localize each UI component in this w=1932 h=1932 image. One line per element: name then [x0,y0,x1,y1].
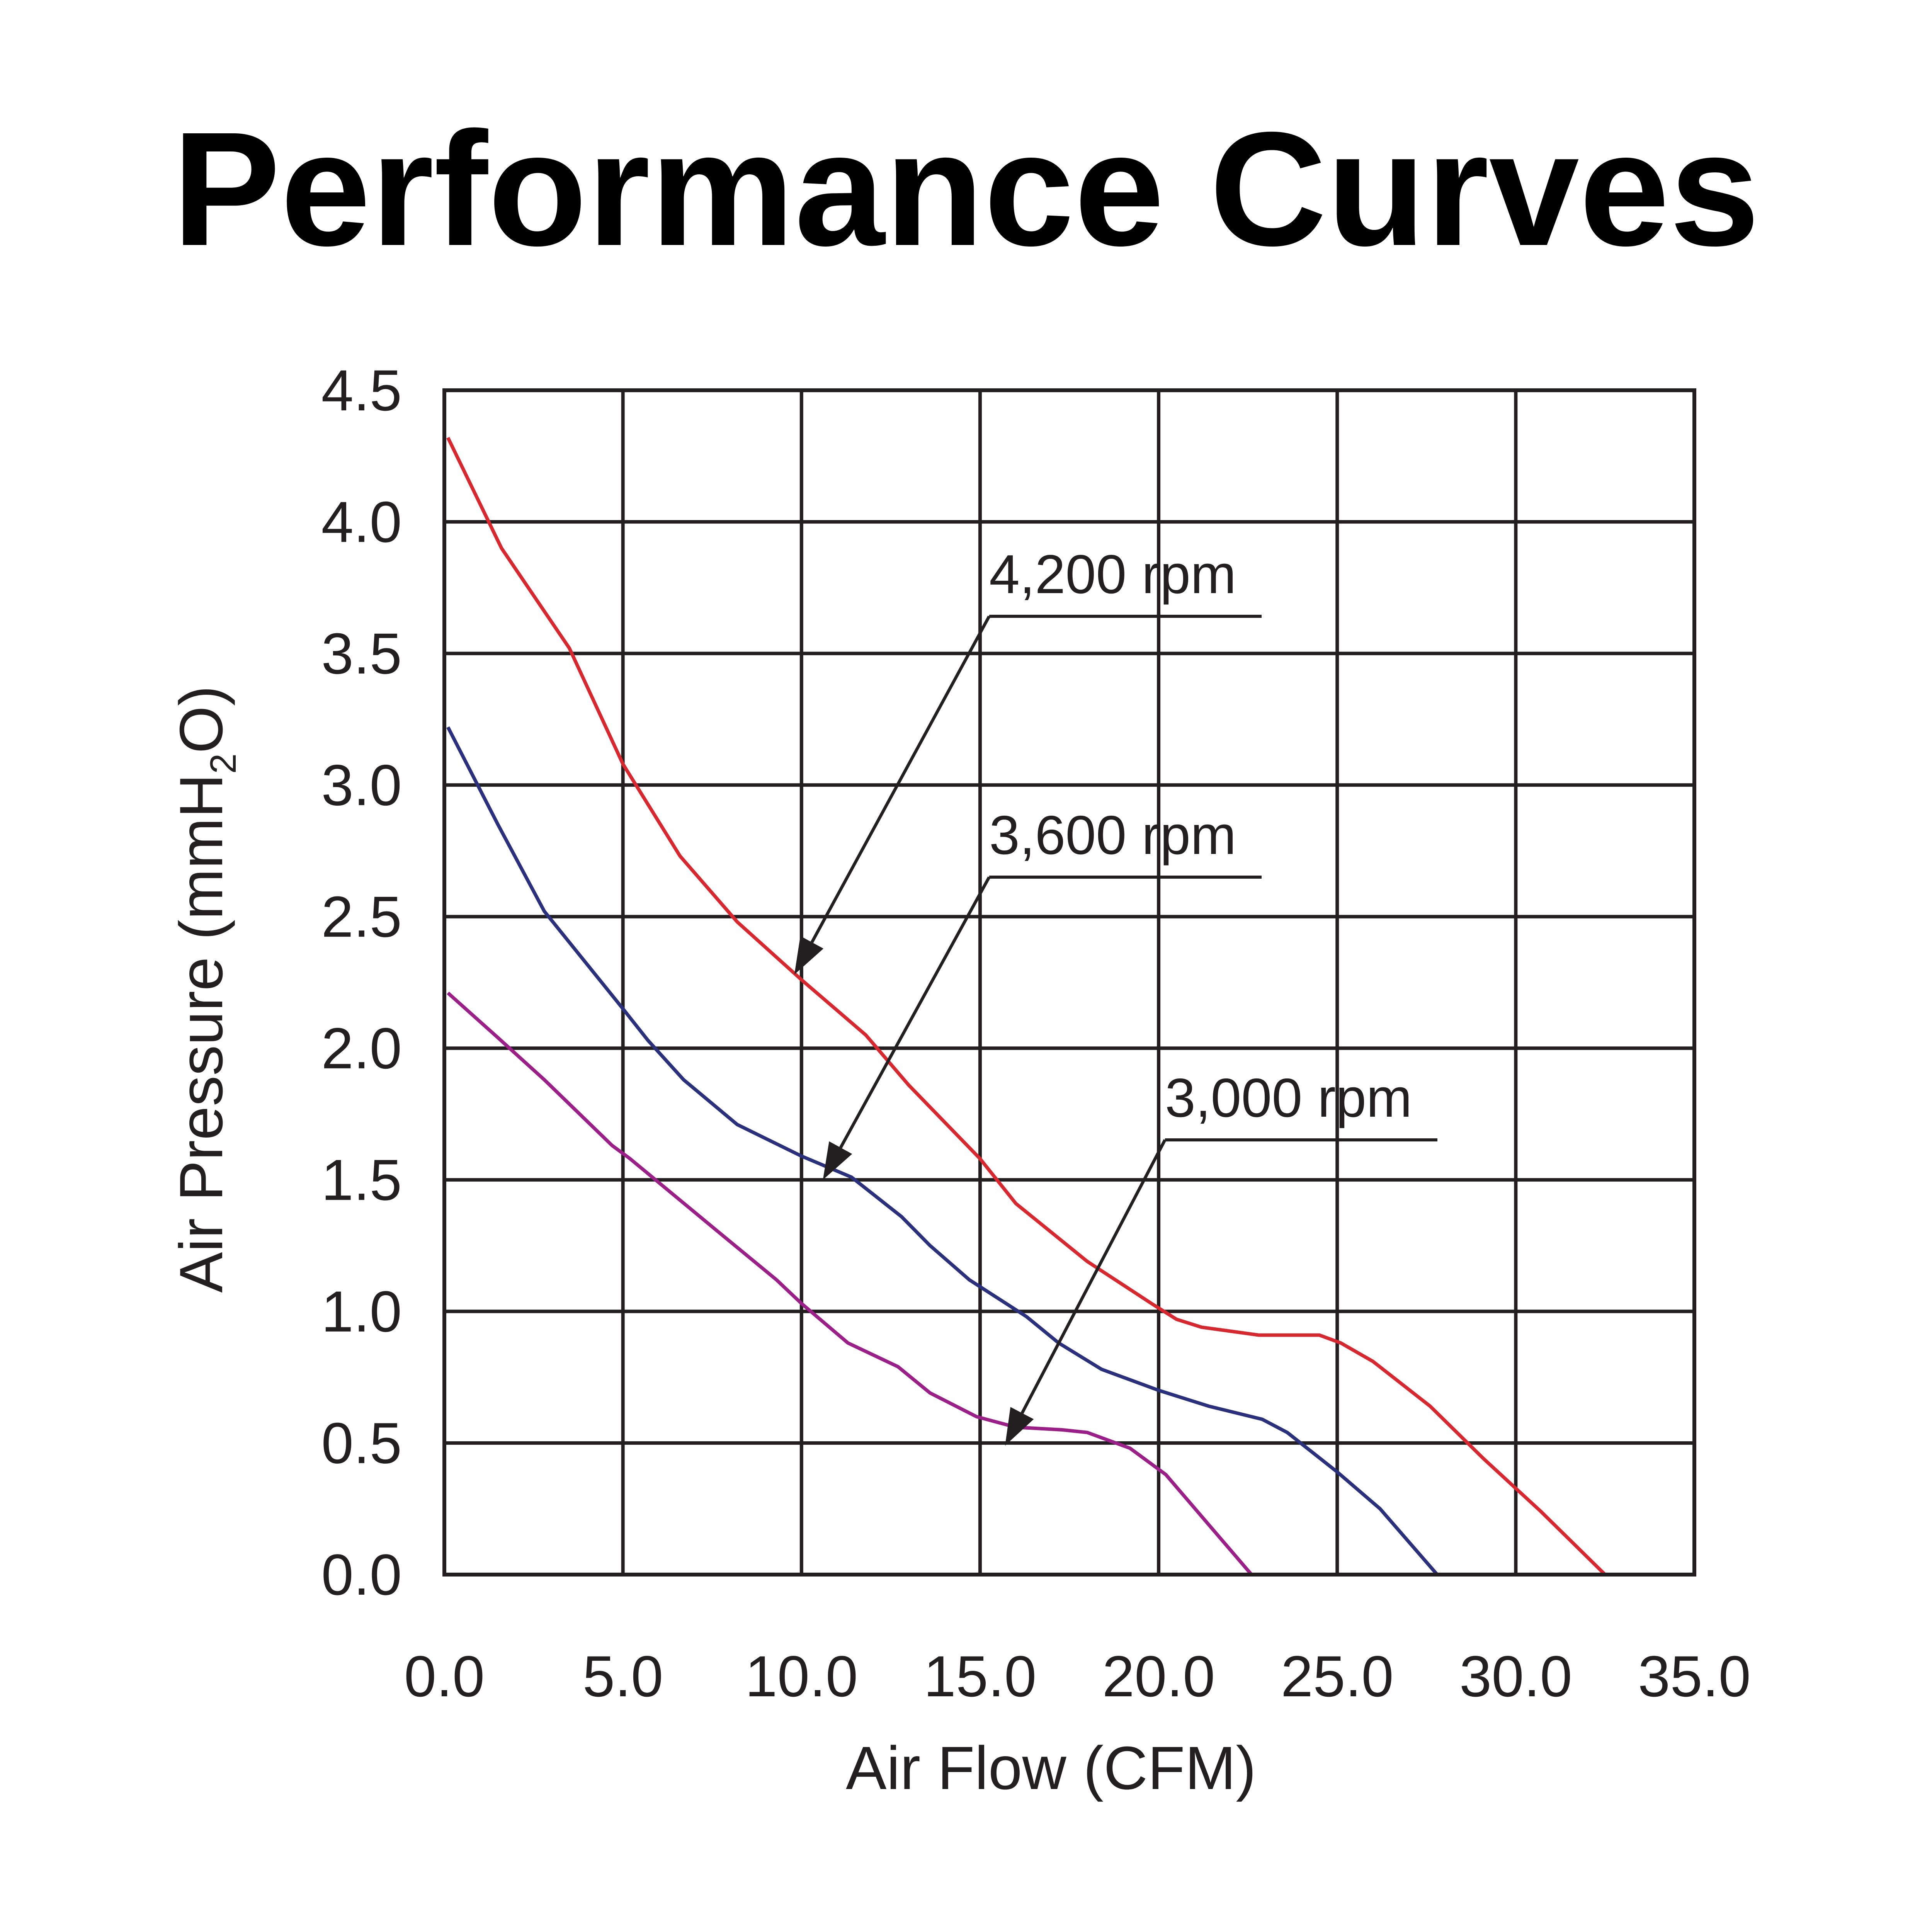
arrowhead [794,936,824,975]
y-tick-label: 0.5 [321,1410,402,1475]
y-tick-label: 2.0 [321,1016,402,1081]
y-tick-label: 1.0 [321,1279,402,1344]
x-tick-labels: 0.0 5.0 10.0 15.0 20.0 25.0 30.0 35.0 [404,1644,1751,1709]
x-tick-label: 5.0 [583,1644,663,1709]
y-axis-title: Air Pressure (mmH2O) [167,685,244,1293]
series-curves [446,437,1607,1576]
series-line [446,726,1439,1576]
y-tick-label: 3.0 [321,753,402,818]
y-tick-labels: 0.0 0.5 1.0 1.5 2.0 2.5 3.0 3.5 4.0 4.5 [321,358,402,1607]
x-tick-label: 25.0 [1281,1644,1394,1709]
y-tick-label: 4.5 [321,358,402,423]
page-title: Performance Curves [172,99,1760,280]
y-axis-title-main: Air Pressure (mmH [167,774,235,1293]
series-annotations: 4,200 rpm 3,600 rpm 3,000 rpm [794,544,1437,1446]
x-tick-label: 35.0 [1638,1644,1751,1709]
y-tick-label: 3.5 [321,621,402,686]
x-tick-label: 15.0 [923,1644,1036,1709]
x-tick-label: 10.0 [745,1644,858,1709]
plot-frame [442,388,1696,1577]
y-axis-title-subscript: 2 [203,753,244,774]
x-axis-title: Air Flow (CFM) [846,1734,1256,1802]
series-label: 3,000 rpm [1165,1067,1412,1129]
y-tick-label: 4.0 [321,490,402,554]
y-tick-label: 1.5 [321,1147,402,1212]
series-line [446,437,1607,1576]
leader-line [1020,1139,1167,1414]
series-label: 4,200 rpm [989,544,1236,605]
series-line [447,992,1253,1576]
grid-lines [444,390,1694,1575]
series-label: 3,600 rpm [989,804,1236,866]
leader-line [839,876,991,1148]
y-axis-title-end: O) [167,685,235,753]
arrowhead [1005,1407,1034,1446]
x-tick-label: 30.0 [1459,1644,1572,1709]
leader-line [810,616,991,943]
y-tick-label: 0.0 [321,1542,402,1607]
x-tick-label: 0.0 [404,1644,485,1709]
y-tick-label: 2.5 [321,884,402,949]
arrowhead [823,1141,852,1180]
x-tick-label: 20.0 [1102,1644,1215,1709]
